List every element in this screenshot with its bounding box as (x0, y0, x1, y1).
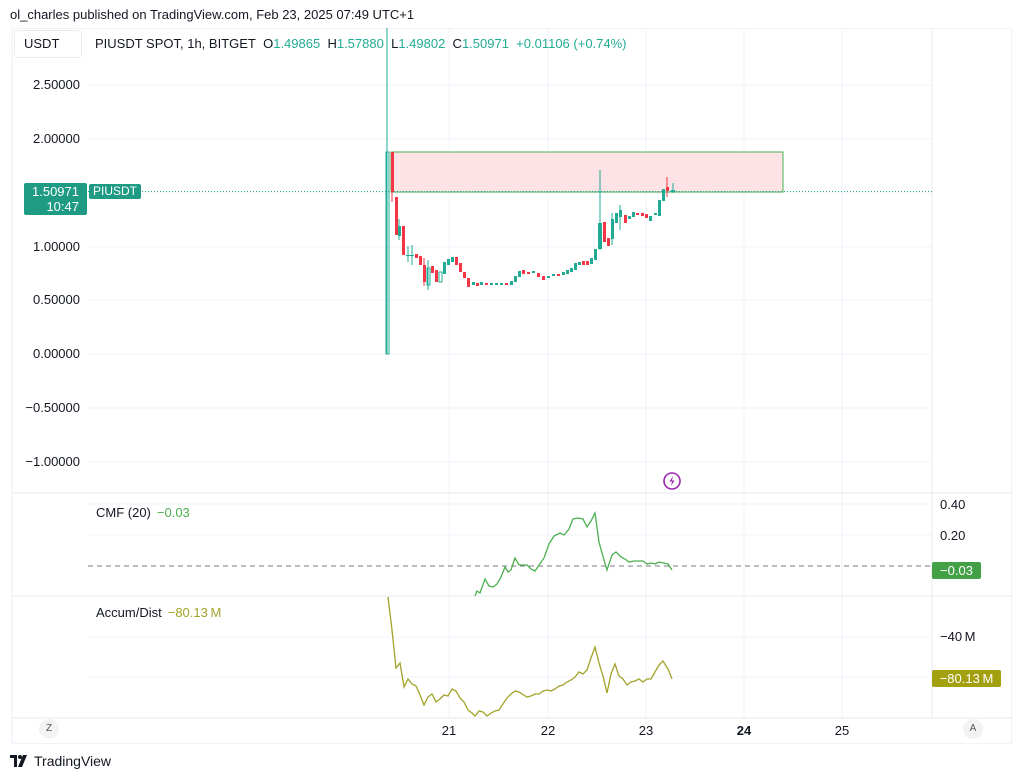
time-tick: 23 (638, 723, 654, 738)
time-tick: 22 (540, 723, 556, 738)
time-tick: 24 (736, 723, 752, 738)
ad-axis-tick: −40 M (940, 629, 976, 644)
cmf-value-badge: −0.03 (932, 562, 981, 579)
main-grid (88, 28, 932, 718)
cmf-legend[interactable]: CMF (20) −0.03 (96, 505, 190, 520)
symbol-legend: PIUSDT SPOT, 1h, BITGET O1.49865 H1.5788… (95, 36, 627, 51)
supply-zone-rectangle[interactable] (390, 151, 784, 193)
pane-separators (12, 28, 1012, 719)
ad-value-badge: −80.13 M (932, 670, 1001, 687)
symbol-name[interactable]: PIUSDT SPOT, 1h, BITGET (95, 36, 256, 51)
ad-line (387, 596, 673, 717)
close-value: 1.50971 (461, 36, 509, 51)
price-tick: 0.50000 (33, 292, 80, 307)
symbol-tag: PIUSDT (89, 184, 142, 199)
bar-countdown: 10:47 (46, 199, 79, 214)
price-tick: 1.00000 (33, 239, 80, 254)
last-price-badge: 1.50971 10:47 (24, 183, 87, 215)
price-tick: 2.50000 (33, 77, 80, 92)
publish-info: ol_charles published on TradingView.com,… (10, 7, 415, 22)
candles (385, 28, 675, 355)
ad-legend[interactable]: Accum/Dist −80.13 M (96, 605, 222, 620)
price-tick: −0.50000 (25, 400, 80, 415)
low-value: 1.49802 (398, 36, 446, 51)
change-value: +0.01106 (+0.74%) (516, 36, 627, 51)
time-tick: 21 (441, 723, 457, 738)
brand-name: TradingView (34, 753, 112, 769)
cmf-value: −0.03 (156, 505, 190, 520)
price-tick: 2.00000 (33, 131, 80, 146)
high-value: 1.57880 (336, 36, 384, 51)
open-value: 1.49865 (273, 36, 321, 51)
lightning-event-icon[interactable] (663, 472, 681, 490)
cmf-axis-tick: 0.40 (940, 497, 966, 512)
tradingview-logo-icon (10, 755, 27, 767)
tradingview-brand[interactable]: TradingView (10, 753, 111, 769)
currency-selector[interactable]: USDT (14, 30, 82, 58)
cmf-line (474, 510, 673, 597)
price-tick: 0.00000 (33, 346, 80, 361)
price-tick: −1.00000 (25, 454, 80, 469)
cmf-axis-tick: 0.20 (940, 528, 966, 543)
ad-value: −80.13 M (167, 605, 222, 620)
time-tick: 25 (834, 723, 850, 738)
auto-scale-button[interactable]: A (963, 719, 983, 739)
zoom-reset-button[interactable]: Z (39, 719, 59, 739)
